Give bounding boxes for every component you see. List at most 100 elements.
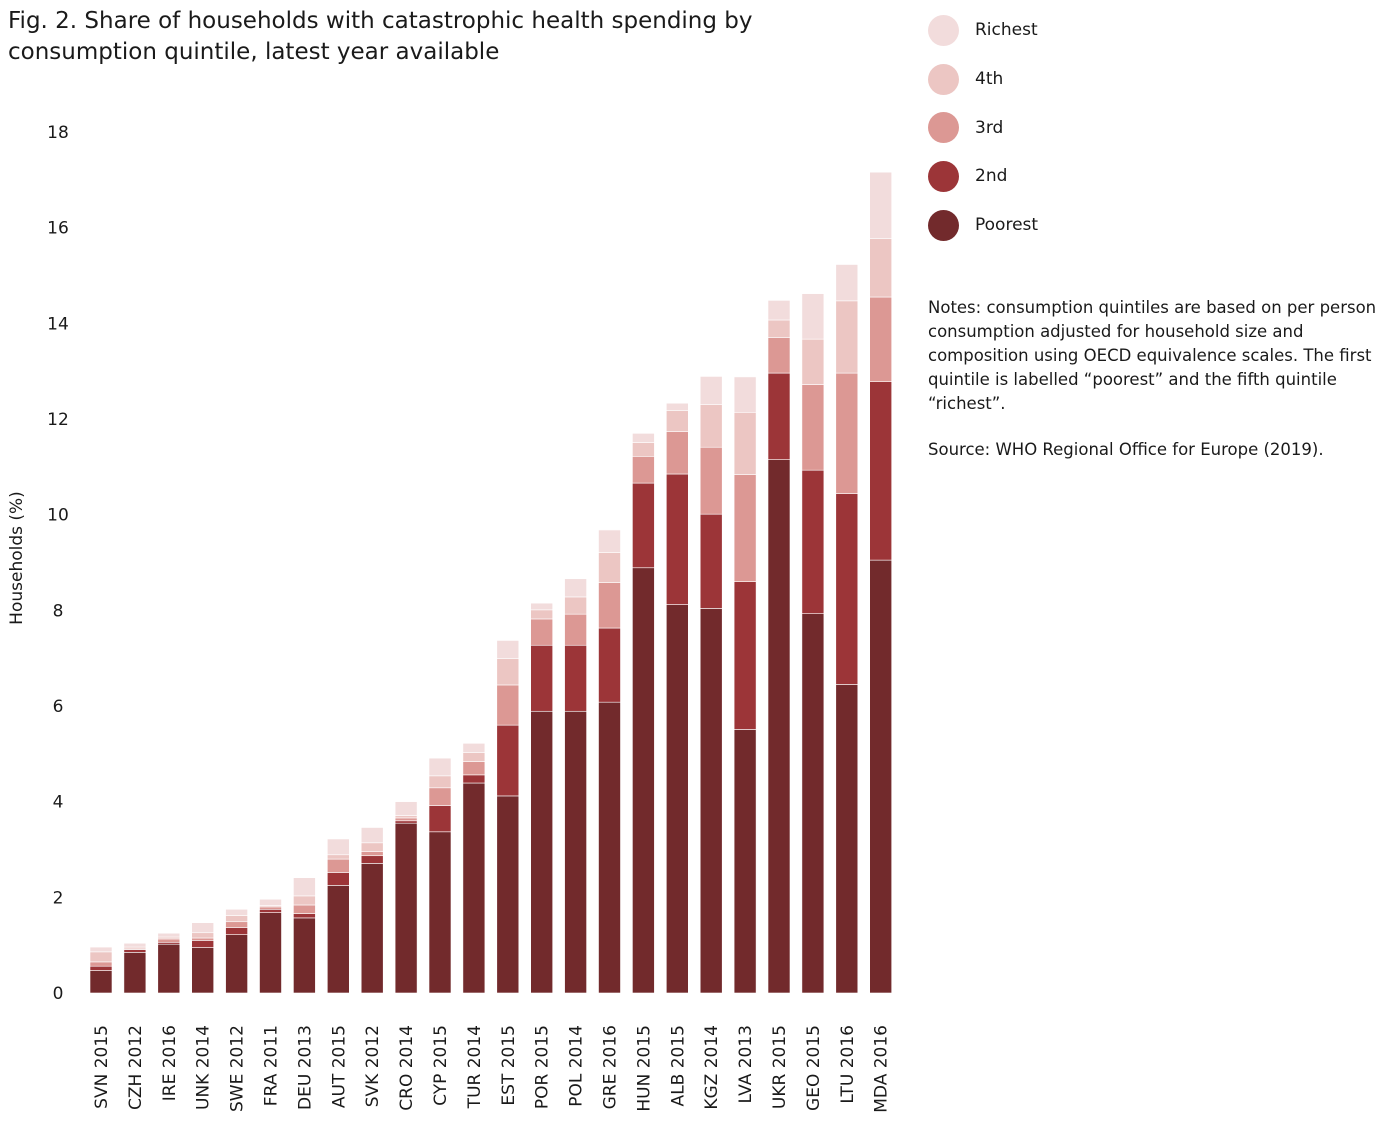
y-tick-label: 16 xyxy=(47,219,69,239)
x-tick-label: MDA 2016 xyxy=(872,1025,892,1113)
bar-segment-richest-6 xyxy=(293,877,316,897)
chart-svg: 0 2 4 6 8 10 12 14 16 18 SVN 2015 CZH 2012 IRE 2016… xyxy=(7,123,893,1113)
bar-segment-4th-6 xyxy=(293,895,316,906)
y-tick-label: 18 xyxy=(47,123,69,143)
bar-segment-2nd-15 xyxy=(598,627,621,703)
bar-segment-poorest-2 xyxy=(157,943,181,994)
bar-segment-poorest-0 xyxy=(89,970,113,994)
y-tick-label: 2 xyxy=(53,888,64,908)
bar-segment-3rd-9 xyxy=(394,817,418,822)
bar-segment-3rd-8 xyxy=(360,851,384,857)
x-tick-label: DEU 2013 xyxy=(295,1025,315,1110)
x-tick-label: SVK 2012 xyxy=(363,1025,383,1107)
bar-segment-2nd-21 xyxy=(801,469,825,614)
bar-segment-3rd-18 xyxy=(699,446,723,515)
bars-layer xyxy=(89,171,893,994)
bar-segment-richest-22 xyxy=(835,264,859,302)
bar-segment-2nd-12 xyxy=(496,724,520,797)
y-tick-label: 10 xyxy=(47,506,69,526)
bar-segment-poorest-14 xyxy=(564,710,587,994)
bar-segment-richest-8 xyxy=(360,827,384,844)
bar-segment-richest-21 xyxy=(801,293,825,340)
bar-segment-4th-23 xyxy=(869,238,893,298)
x-tick-label: CRO 2014 xyxy=(397,1025,417,1111)
bar-segment-richest-3 xyxy=(191,922,214,934)
bar-segment-4th-17 xyxy=(665,410,689,432)
bar-segment-3rd-4 xyxy=(225,921,248,928)
x-tick-label: KGZ 2014 xyxy=(702,1025,722,1110)
legend-label: Poorest xyxy=(975,215,1039,236)
bar-segment-3rd-2 xyxy=(157,938,181,943)
bar-segment-3rd-15 xyxy=(598,582,621,629)
bar-segment-2nd-20 xyxy=(767,372,791,460)
bar-segment-4th-18 xyxy=(699,404,723,448)
y-tick-label: 14 xyxy=(47,314,69,334)
legend-label: 2nd xyxy=(975,166,1008,187)
bar-segment-richest-19 xyxy=(733,376,757,413)
bar-segment-3rd-16 xyxy=(632,456,655,484)
bar-segment-2nd-23 xyxy=(869,381,893,561)
legend-swatch xyxy=(928,209,959,241)
bar-segment-3rd-14 xyxy=(564,613,587,646)
bar-segment-4th-13 xyxy=(530,609,554,620)
bar-segment-4th-10 xyxy=(428,775,452,789)
bar-segment-4th-9 xyxy=(394,815,418,819)
legend-label: 4th xyxy=(975,69,1004,90)
bar-segment-2nd-5 xyxy=(259,908,282,913)
bar-segment-2nd-18 xyxy=(699,513,723,609)
x-tick-label: TUR 2014 xyxy=(465,1025,485,1109)
bar-segment-2nd-9 xyxy=(394,820,418,824)
x-tick-label: CZH 2012 xyxy=(126,1025,146,1110)
bar-segment-2nd-0 xyxy=(89,965,113,971)
bar-segment-3rd-10 xyxy=(428,787,452,806)
bar-segment-poorest-4 xyxy=(225,934,248,994)
legend-label: 3rd xyxy=(975,117,1004,138)
bar-segment-4th-12 xyxy=(496,658,520,686)
x-tick-label: FRA 2011 xyxy=(262,1025,282,1106)
bar-segment-4th-4 xyxy=(225,915,248,923)
x-tick-label: POL 2014 xyxy=(567,1025,587,1107)
legend-item-poorest: Poorest xyxy=(928,201,1038,250)
bar-segment-poorest-1 xyxy=(123,952,147,994)
bar-segment-3rd-12 xyxy=(496,684,520,726)
x-tick-label: GRE 2016 xyxy=(601,1025,621,1109)
bar-segment-2nd-8 xyxy=(360,855,384,864)
chart-title: Fig. 2. Share of households with catastr… xyxy=(8,8,753,65)
bar-segment-4th-11 xyxy=(462,752,486,762)
legend-item-richest: Richest xyxy=(928,6,1038,55)
bar-segment-poorest-12 xyxy=(496,795,520,994)
bar-segment-poorest-18 xyxy=(699,608,723,994)
bar-segment-2nd-3 xyxy=(191,940,214,948)
x-tick-label: POR 2015 xyxy=(533,1025,553,1109)
bar-segment-poorest-17 xyxy=(665,604,689,994)
legend-swatch xyxy=(928,63,959,95)
y-axis-label: Households (%) xyxy=(7,491,27,625)
bar-segment-3rd-5 xyxy=(259,906,282,910)
bar-segment-4th-0 xyxy=(89,951,113,963)
legend-swatch xyxy=(928,160,959,192)
legend-item-3rd: 3rd xyxy=(928,103,1038,152)
x-tick-label: CYP 2015 xyxy=(431,1025,451,1106)
bar-segment-poorest-5 xyxy=(259,912,282,994)
bar-segment-2nd-1 xyxy=(123,949,147,953)
bar-segment-4th-7 xyxy=(326,854,350,860)
y-tick-label: 12 xyxy=(47,410,69,430)
bar-segment-richest-0 xyxy=(89,946,113,953)
bar-segment-4th-3 xyxy=(191,932,214,939)
bar-segment-poorest-22 xyxy=(835,684,859,994)
bar-segment-4th-8 xyxy=(360,842,384,852)
x-tick-label: AUT 2015 xyxy=(329,1025,349,1108)
bar-segment-richest-20 xyxy=(767,300,791,321)
x-tick-label: LVA 2013 xyxy=(736,1025,756,1103)
bar-segment-2nd-22 xyxy=(835,493,859,685)
bar-segment-richest-13 xyxy=(530,602,554,611)
bar-segment-poorest-13 xyxy=(530,710,554,994)
bar-segment-3rd-0 xyxy=(89,961,113,967)
bar-segment-4th-19 xyxy=(733,412,757,475)
legend-label: Richest xyxy=(975,20,1038,41)
bar-segment-richest-2 xyxy=(157,932,181,938)
bar-segment-2nd-6 xyxy=(293,913,316,919)
bar-segment-2nd-17 xyxy=(665,473,689,605)
x-tick-label: SVN 2015 xyxy=(92,1025,112,1109)
bar-segment-richest-16 xyxy=(632,433,655,443)
